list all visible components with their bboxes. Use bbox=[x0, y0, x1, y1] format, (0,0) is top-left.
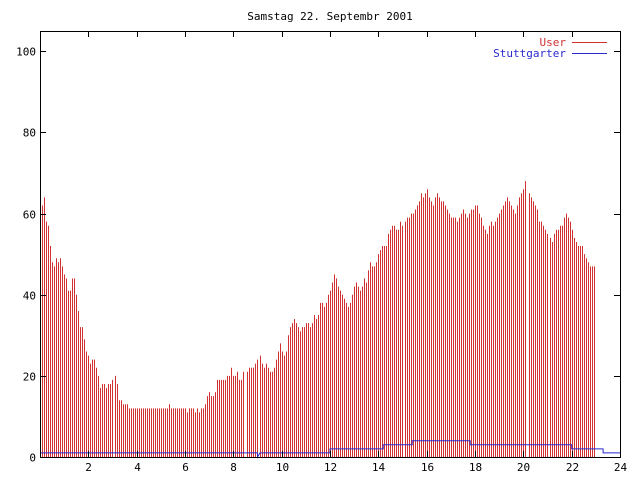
y-tick-label: 100 bbox=[16, 46, 36, 59]
x-tick-label: 8 bbox=[230, 461, 237, 474]
y-tick-label: 40 bbox=[23, 290, 36, 303]
stuttgarter-line bbox=[40, 440, 620, 459]
x-tick-label: 10 bbox=[276, 461, 289, 474]
line-layer bbox=[40, 440, 620, 459]
x-tick-label: 12 bbox=[324, 461, 337, 474]
chart-title: Samstag 22. Septembr 2001 bbox=[247, 10, 413, 23]
y-tick-label: 80 bbox=[23, 127, 36, 140]
y-tick-label: 0 bbox=[29, 452, 36, 465]
x-tick-label: 24 bbox=[614, 461, 628, 474]
x-tick-label: 18 bbox=[469, 461, 482, 474]
bars-layer bbox=[40, 173, 595, 457]
x-tick-label: 6 bbox=[182, 461, 189, 474]
x-tick-label: 14 bbox=[372, 461, 386, 474]
x-tick-label: 4 bbox=[134, 461, 141, 474]
legend-label: Stuttgarter bbox=[493, 47, 566, 60]
y-tick-label: 60 bbox=[23, 209, 36, 222]
y-tick-label: 20 bbox=[23, 371, 36, 384]
legend-label: User bbox=[540, 36, 567, 49]
x-tick-label: 16 bbox=[421, 461, 434, 474]
x-tick-label: 22 bbox=[566, 461, 579, 474]
x-tick-label: 2 bbox=[85, 461, 92, 474]
x-tick-label: 20 bbox=[517, 461, 530, 474]
